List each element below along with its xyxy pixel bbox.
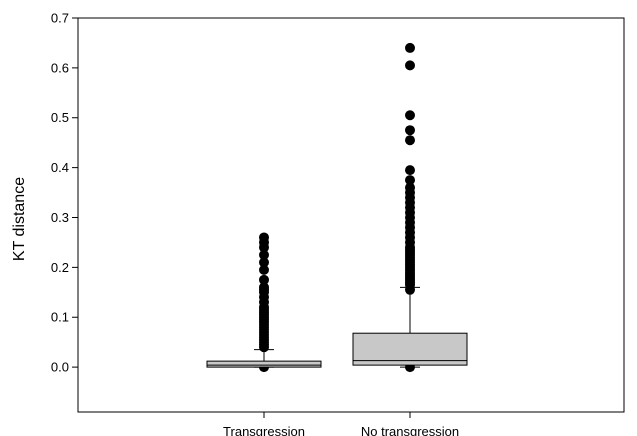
outlier-point: [405, 135, 415, 146]
outlier-point: [259, 264, 269, 275]
outlier-point: [405, 175, 415, 186]
y-tick-label: 0.0: [51, 360, 69, 375]
outlier-point: [405, 110, 415, 121]
x-category-label: Transgression: [223, 424, 305, 436]
outlier-point: [405, 182, 415, 193]
outlier-point: [259, 249, 269, 260]
y-tick-label: 0.7: [51, 11, 69, 26]
y-axis-title: KT distance: [11, 177, 28, 261]
box: [206, 360, 322, 368]
y-tick-label: 0.2: [51, 260, 69, 275]
outlier-point: [405, 42, 415, 53]
y-tick-label: 0.6: [51, 60, 69, 75]
plot-frame: [77, 17, 625, 413]
y-tick-label: 0.5: [51, 110, 69, 125]
plot-area: 0.0 0.1 0.2 0.3 0.4 0.5 0.6 0.7 Transgression No …: [51, 11, 625, 436]
outlier-point: [259, 274, 269, 285]
outlier-point: [259, 232, 269, 243]
outlier-point: [259, 282, 269, 293]
y-tick-label: 0.3: [51, 210, 69, 225]
box: [352, 332, 468, 366]
outlier-point: [259, 257, 269, 268]
y-tick-label: 0.1: [51, 310, 69, 325]
y-tick-label: 0.4: [51, 160, 69, 175]
outlier-point: [405, 125, 415, 136]
outlier-point: [405, 165, 415, 176]
outlier-point: [405, 60, 415, 71]
x-category-label: No transgression: [361, 424, 459, 436]
